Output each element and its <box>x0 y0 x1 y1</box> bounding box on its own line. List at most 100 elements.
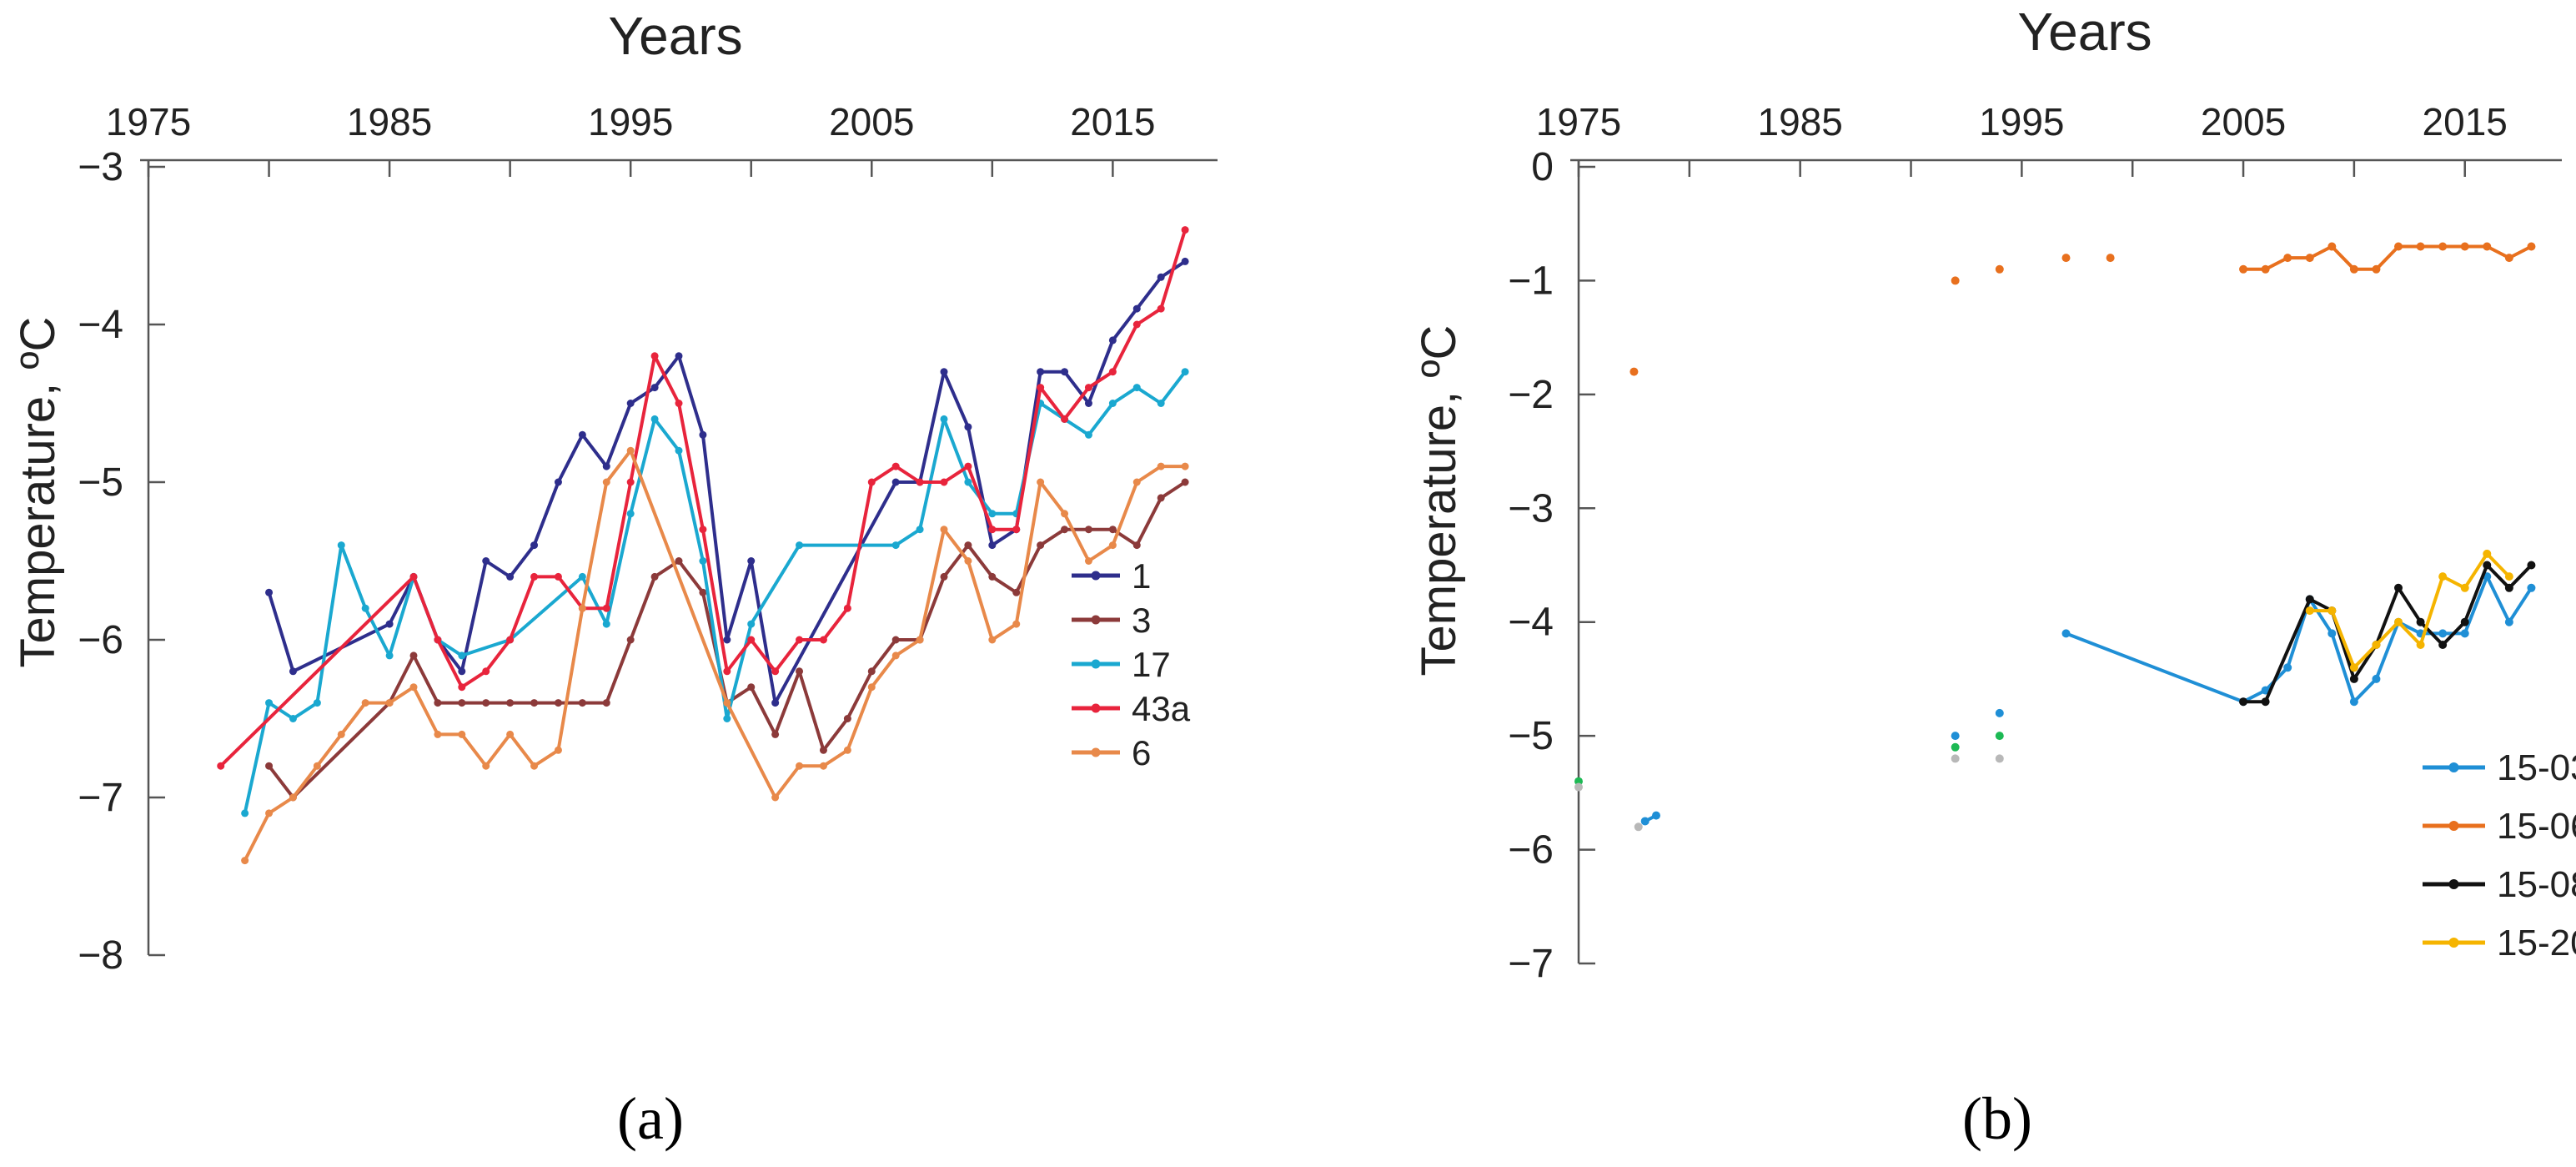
series-a-43a-point <box>988 526 997 534</box>
series-a-3-point <box>554 699 562 707</box>
series-b-unlabeled-4-point <box>1951 742 1960 752</box>
series-a-6-point <box>434 730 442 738</box>
series-a-17-point <box>650 415 659 423</box>
series-a-3-point <box>1181 478 1189 486</box>
legend-b-marker-15-08 <box>2448 879 2459 889</box>
series-a-3-point <box>265 762 274 770</box>
series-b-15-08-point <box>2527 561 2536 570</box>
series-a-6-point <box>940 526 948 534</box>
series-b-15-20-point <box>2416 641 2425 649</box>
series-a-1-point <box>650 384 659 392</box>
series-b-15-06-point <box>2416 242 2425 251</box>
legend-b-marker-15-03 <box>2448 762 2459 772</box>
panel-a-y-tick-label: −6 <box>78 618 123 662</box>
series-b-15-06-point <box>2438 242 2448 251</box>
panel-a-x-tick-label: 1995 <box>588 100 673 143</box>
series-a-43a-point <box>650 352 659 360</box>
panel-b-y-tick-label: −7 <box>1508 942 1554 986</box>
series-a-1-point <box>1061 368 1069 376</box>
series-a-43a-point <box>723 667 731 676</box>
series-a-1-point <box>554 478 562 486</box>
series-b-15-06-point <box>2261 264 2270 274</box>
series-a-1-point <box>385 620 394 628</box>
series-b-15-06-point <box>2327 242 2337 251</box>
series-b-15-06-point <box>1995 264 2004 274</box>
series-a-3-point <box>1061 526 1069 534</box>
series-a-3-point <box>626 636 635 644</box>
series-a-1-point <box>458 667 466 676</box>
series-b-15-08-point <box>2394 583 2403 592</box>
series-b-15-08-point <box>2349 674 2358 683</box>
series-b-15-20-line <box>2309 551 2511 670</box>
series-a-43a-point <box>843 604 851 612</box>
series-a-6-line <box>243 449 1186 862</box>
series-b-15-06-point <box>2305 254 2314 263</box>
series-a-6-point <box>506 730 515 738</box>
series-a-1-point <box>675 352 683 360</box>
series-a-17-point <box>1157 400 1165 407</box>
series-b-15-03-point <box>2283 663 2292 672</box>
panel-a-x-tick-label: 1985 <box>347 100 432 143</box>
panel-a-x-axis-title: Years <box>608 6 742 66</box>
series-a-17-point <box>1132 384 1141 392</box>
panel-b-x-tick-label: 2005 <box>2201 100 2286 143</box>
series-a-6-point <box>891 651 900 660</box>
series-a-43a-point <box>1181 226 1189 234</box>
series-a-6-point <box>289 793 297 802</box>
series-b-15-06-point <box>1951 276 1960 285</box>
series-b-15-06-point <box>2483 242 2492 251</box>
legend-b-marker-15-06 <box>2448 821 2459 831</box>
series-a-6-point <box>313 762 321 770</box>
series-b-15-03-point <box>2349 697 2358 707</box>
series-b-15-08-point <box>2504 583 2513 592</box>
series-a-3-point <box>650 572 659 581</box>
series-a-17-point <box>578 572 586 581</box>
series-a-3-point <box>530 699 539 707</box>
series-a-43a-point <box>554 572 562 581</box>
series-a-1-point <box>265 588 274 596</box>
series-a-6-point <box>1061 510 1069 518</box>
series-a-6-point <box>337 730 345 738</box>
series-a-43a-point <box>675 400 683 407</box>
series-b-15-20-point <box>2483 549 2492 558</box>
series-a-43a-point <box>1108 368 1117 376</box>
series-a-6-point <box>578 604 586 612</box>
series-b-15-06-point <box>2372 264 2381 274</box>
series-a-1-point <box>1108 336 1117 345</box>
series-a-43a-point <box>506 636 515 644</box>
series-a-17-point <box>916 526 924 534</box>
series-a-6-point <box>796 762 804 770</box>
series-b-15-20-point <box>2438 572 2448 581</box>
series-a-6-point <box>361 699 369 707</box>
series-b-15-03-point <box>1651 811 1660 820</box>
legend-a-label: 1 <box>1132 556 1151 596</box>
series-a-3-point <box>602 699 610 707</box>
series-a-1-point <box>988 541 997 550</box>
legend-a-label: 6 <box>1132 733 1151 772</box>
series-a-17-point <box>602 620 610 628</box>
panel-a-y-tick-label: −7 <box>78 776 123 820</box>
series-a-1-point <box>940 368 948 376</box>
series-a-17-point <box>289 715 297 722</box>
series-b-15-08-point <box>2239 697 2248 707</box>
series-b-15-20-point <box>2394 617 2403 626</box>
panel-b-y-axis-title: Temperature, ºC <box>1412 325 1466 677</box>
series-a-43a-point <box>602 604 610 612</box>
series-a-6-point <box>385 699 394 707</box>
series-b-15-03-point <box>2504 617 2513 626</box>
series-a-43a-point <box>1037 384 1045 392</box>
series-a-17-point <box>458 651 466 660</box>
series-a-17-point <box>1084 430 1092 439</box>
panel-b-y-tick-label: −6 <box>1508 828 1554 873</box>
series-a-1-point <box>1084 400 1092 407</box>
series-a-43a-point <box>916 478 924 486</box>
series-a-3-point <box>482 699 490 707</box>
series-b-15-08-point <box>2305 595 2314 604</box>
series-a-43a-point <box>1084 384 1092 392</box>
series-a-3-point <box>891 636 900 644</box>
series-a-6-point <box>1132 478 1141 486</box>
series-a-17-point <box>361 604 369 612</box>
series-b-15-06-point <box>2394 242 2403 251</box>
panel-b-series <box>1574 242 2536 832</box>
series-a-43a-point <box>217 762 225 770</box>
